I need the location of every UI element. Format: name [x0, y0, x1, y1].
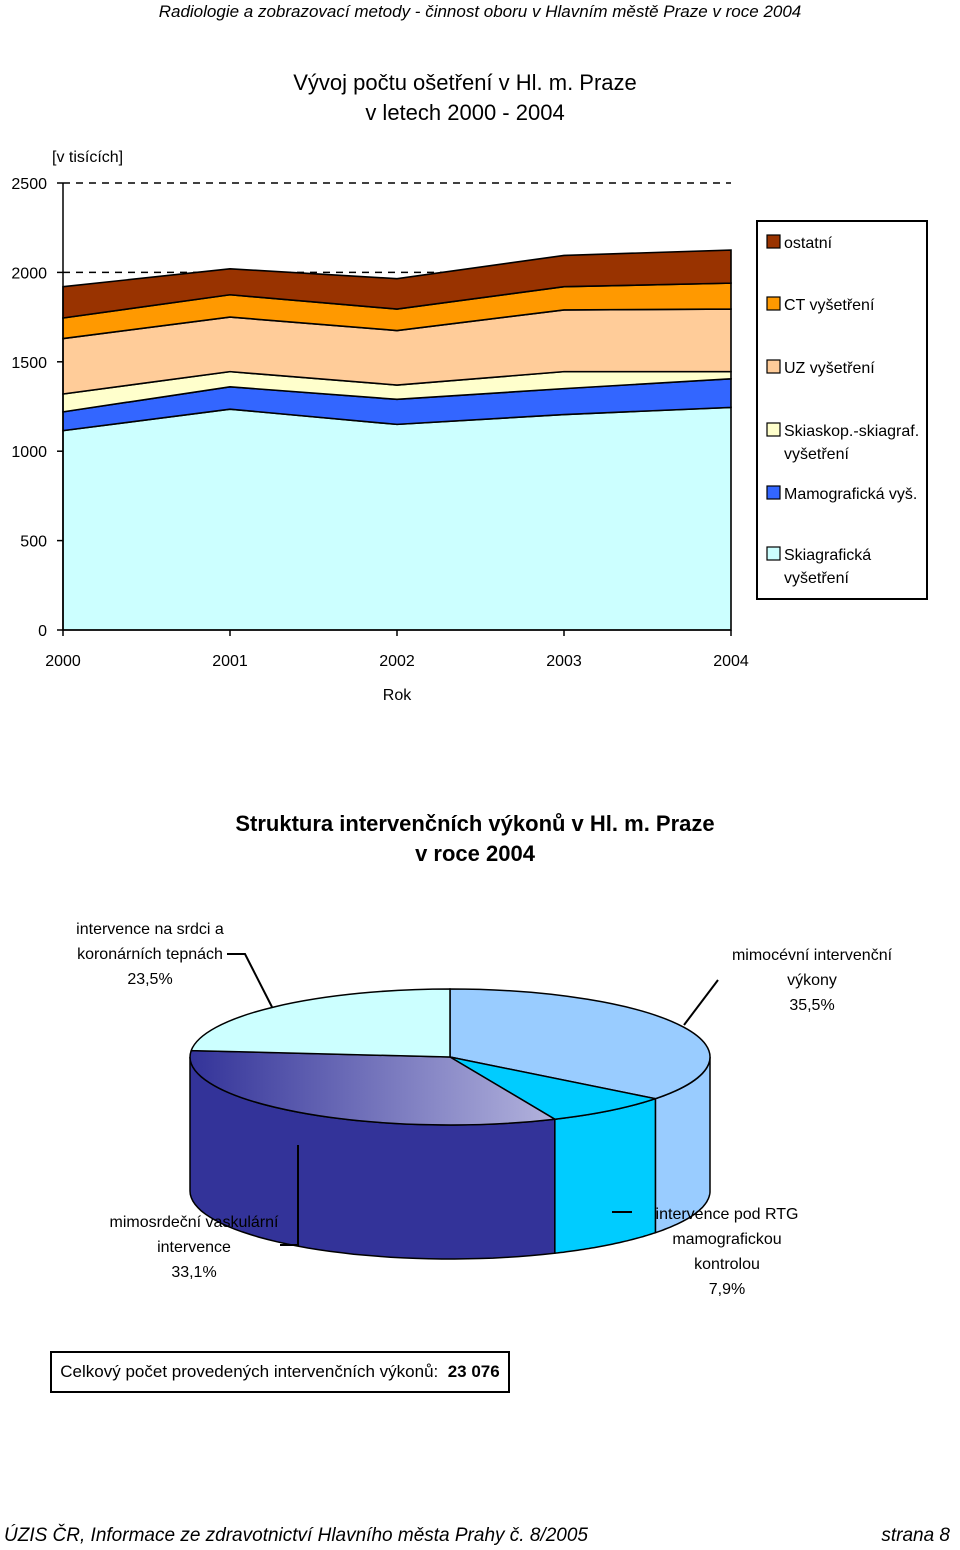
pie-label-srdce-line2: koronárních tepnách: [77, 946, 223, 963]
area-chart: 0 500 1000 1500 2000 2500 2000 2001 2002 2003 2004…: [11, 176, 928, 704]
units-label: [v tisících]: [52, 149, 124, 166]
pie-label-rtg-line1: intervence pod RTG: [655, 1206, 799, 1223]
y-tick-label-500: 500: [20, 534, 47, 551]
legend-label-0: ostatní: [784, 235, 833, 252]
area-chart-title-line1: Vývoj počtu ošetření v Hl. m. Praze: [293, 70, 637, 95]
pie-label-vaskularni-line1: mimosrdeční vaskulární: [109, 1214, 279, 1231]
legend-swatch-1: [766, 296, 781, 311]
y-tick-label-2500: 2500: [11, 176, 47, 193]
pie-label-srdce: intervence na srdci a koronárních tepnác…: [60, 917, 240, 992]
pie-leader-line-1: [683, 979, 719, 1026]
total-count-box: Celkový počet provedených intervenčních …: [50, 1351, 510, 1393]
x-tick-label-2002: 2002: [379, 653, 415, 670]
pie-chart-title-line2: v roce 2004: [415, 841, 535, 866]
legend-label-5: Skiagrafická vyšetření: [784, 547, 871, 587]
legend-box: [756, 220, 928, 600]
pie-label-vaskularni-line2: intervence: [157, 1239, 231, 1256]
footer-page-number: strana 8: [881, 1525, 950, 1546]
area-chart-title-line2: v letech 2000 - 2004: [365, 100, 565, 125]
pie-label-rtg-line3: kontrolou: [694, 1256, 760, 1273]
legend-swatch-3: [766, 422, 781, 437]
x-tick-label-2000: 2000: [45, 653, 81, 670]
legend-swatch-2: [766, 359, 781, 374]
total-count-label: Celkový počet provedených intervenčních …: [60, 1362, 439, 1381]
x-tick-label-2004: 2004: [713, 653, 749, 670]
legend-label-3: Skiaskop.-skiagraf. vyšetření: [784, 423, 919, 463]
pie-label-srdce-value: 23,5%: [127, 971, 173, 988]
pie-label-srdce-line1: intervence na srdci a: [76, 921, 224, 938]
chart-legend: ostatní CT vyšetření UZ vyšetření Skiaskop.…: [756, 220, 928, 600]
pie-label-rtg-value: 7,9%: [708, 1281, 746, 1298]
pie-slice-1: [449, 1056, 659, 1120]
legend-label-4: Mamografická vyš.: [784, 486, 917, 503]
pie-slice-3: [190, 988, 451, 1058]
pie-label-mimocevni-value: 35,5%: [789, 997, 835, 1014]
legend-swatch-0: [766, 234, 781, 249]
y-tick-label-2000: 2000: [11, 265, 47, 282]
pie-chart: [189, 953, 719, 1260]
x-tick-label-2001: 2001: [212, 653, 248, 670]
x-axis-label: Rok: [383, 687, 412, 704]
y-tick-label-0: 0: [38, 623, 47, 640]
pie-label-mimocevni: mimocévní intervenční výkony 35,5%: [712, 943, 912, 1018]
area-series-5: [62, 249, 732, 319]
legend-label-1: CT vyšetření: [784, 297, 875, 314]
y-tick-label-1000: 1000: [11, 444, 47, 461]
pie-leader-line-0: [227, 953, 273, 1008]
pie-label-mimocevni-line2: výkony: [787, 972, 837, 989]
legend-label-2: UZ vyšetření: [784, 360, 875, 377]
legend-swatch-4: [766, 485, 781, 500]
footer-source: ÚZIS ČR, Informace ze zdravotnictví Hlav…: [4, 1525, 588, 1546]
legend-swatch-5: [766, 546, 781, 561]
pie-label-vaskularni-value: 33,1%: [171, 1264, 217, 1281]
pie-label-vaskularni: mimosrdeční vaskulární intervence 33,1%: [94, 1210, 294, 1285]
area-series-0: [62, 406, 732, 631]
x-tick-label-2003: 2003: [546, 653, 582, 670]
page-header: Radiologie a zobrazovací metody - činnos…: [158, 2, 802, 21]
pie-slice-2: [189, 1049, 558, 1126]
total-count-value: 23 076: [447, 1362, 500, 1381]
pie-slice-0: [449, 988, 711, 1100]
pie-chart-title: Struktura intervenčních výkonů v Hl. m. …: [140, 809, 810, 869]
y-tick-label-1500: 1500: [11, 355, 47, 372]
area-chart-title: Vývoj počtu ošetření v Hl. m. Praze v le…: [160, 68, 770, 128]
pie-label-rtg-line2: mamografickou: [672, 1231, 782, 1248]
pie-label-mimocevni-line1: mimocévní intervenční: [731, 947, 893, 964]
pie-leader-line-2: [280, 1145, 299, 1246]
pie-label-rtg: intervence pod RTG mamografickou kontrol…: [632, 1202, 822, 1302]
pie-chart-title-line1: Struktura intervenčních výkonů v Hl. m. …: [235, 811, 715, 836]
